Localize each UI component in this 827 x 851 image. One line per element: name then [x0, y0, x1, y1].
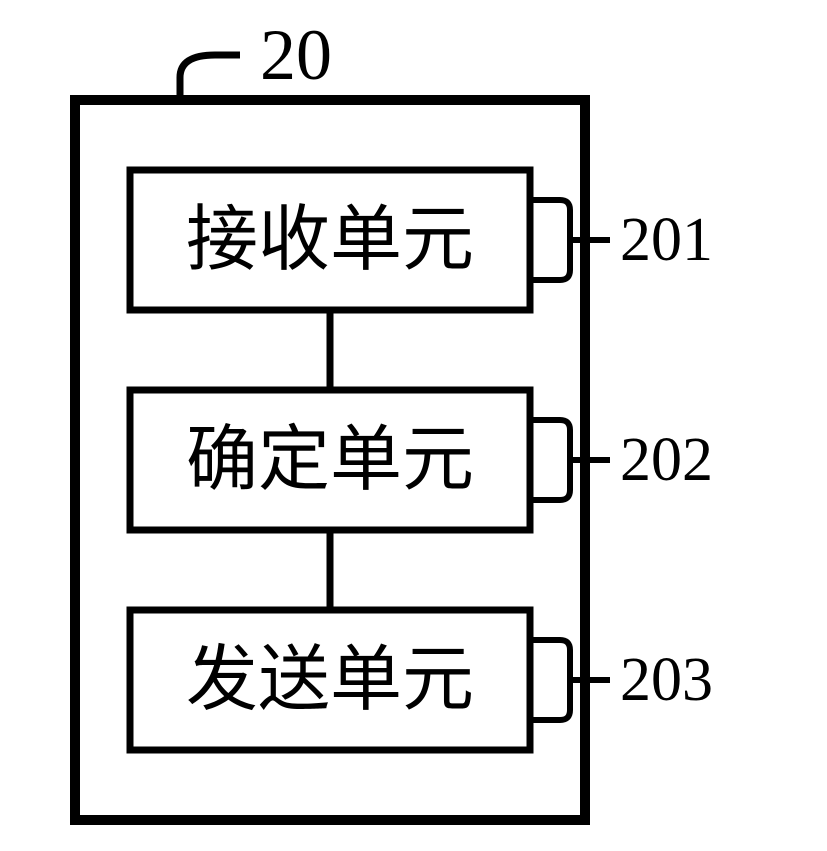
- unit-box-text-0: 接收单元: [186, 200, 474, 280]
- unit-box-text-1: 确定单元: [186, 420, 474, 500]
- unit-label-0: 201: [620, 206, 713, 274]
- unit-label-bracket-0: [530, 200, 610, 280]
- outer-label: 20: [260, 15, 332, 95]
- block-diagram: 20 接收单元 201 确定单元 202 发送单元 203: [0, 0, 827, 851]
- unit-box-text-2: 发送单元: [186, 640, 474, 720]
- unit-label-2: 203: [620, 646, 713, 714]
- unit-label-bracket-1: [530, 420, 610, 500]
- unit-label-bracket-2: [530, 640, 610, 720]
- outer-label-bracket: [180, 55, 240, 100]
- unit-label-1: 202: [620, 426, 713, 494]
